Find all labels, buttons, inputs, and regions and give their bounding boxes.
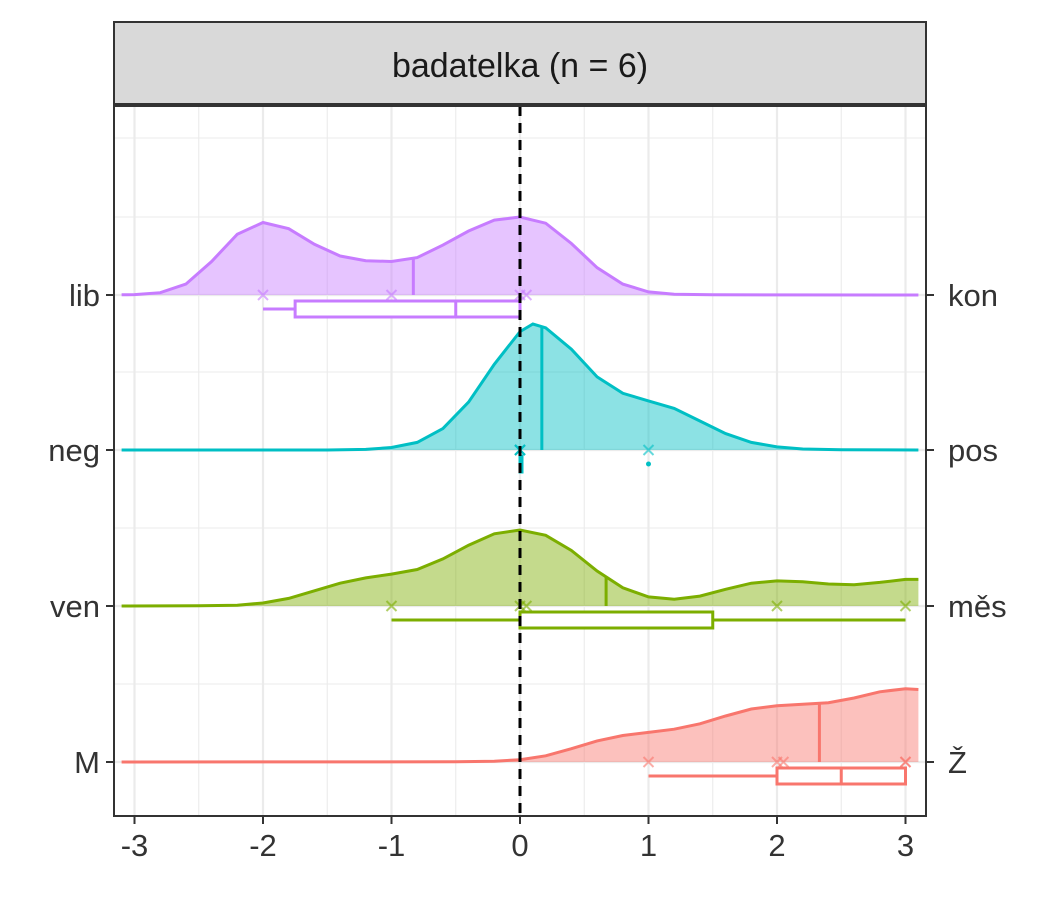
y-label-left: ven [50,589,100,624]
density-area [121,688,919,762]
data-point [771,600,783,612]
outlier-point [646,461,651,467]
y-label-right: Ž [948,745,967,780]
panel-strip: badatelka (n = 6) [113,21,927,105]
ridge-lib [121,215,919,319]
y-label-left: lib [69,278,100,313]
panel-title: badatelka (n = 6) [392,47,648,85]
panel-strip-background [113,21,927,105]
density-area [121,217,919,295]
data-point [385,289,398,301]
x-tick-label: 0 [511,828,528,863]
x-tick-label: 1 [640,828,657,863]
x-tick-label: -2 [249,828,277,863]
plot-area [113,105,927,817]
y-label-left: M [74,745,100,780]
box [293,299,522,319]
axes: -3 -2 -1 0 1 2 3 lib kon neg pos ven měs M Ž [48,278,1006,863]
data-point [385,600,398,612]
x-tick-label: -1 [378,828,406,863]
ridge-M [121,687,919,786]
data-point [777,756,790,768]
density-curve [121,687,919,764]
data-point [520,600,533,612]
density-curve [121,322,919,452]
x-tick-label: 3 [897,828,914,863]
density-curve [121,528,919,608]
data-point [520,289,533,301]
data-point [899,756,912,768]
y-label-left: neg [48,433,100,468]
density-curve [121,215,919,297]
box [518,610,715,630]
y-label-right: kon [948,278,998,313]
x-tick-label: -3 [121,828,149,863]
x-tick-label: 2 [768,828,785,863]
y-label-right: měs [948,589,1007,624]
data-point [642,444,655,456]
y-label-right: pos [948,433,998,468]
data-point [899,600,912,612]
data-point [257,289,269,301]
data-point [642,756,655,768]
